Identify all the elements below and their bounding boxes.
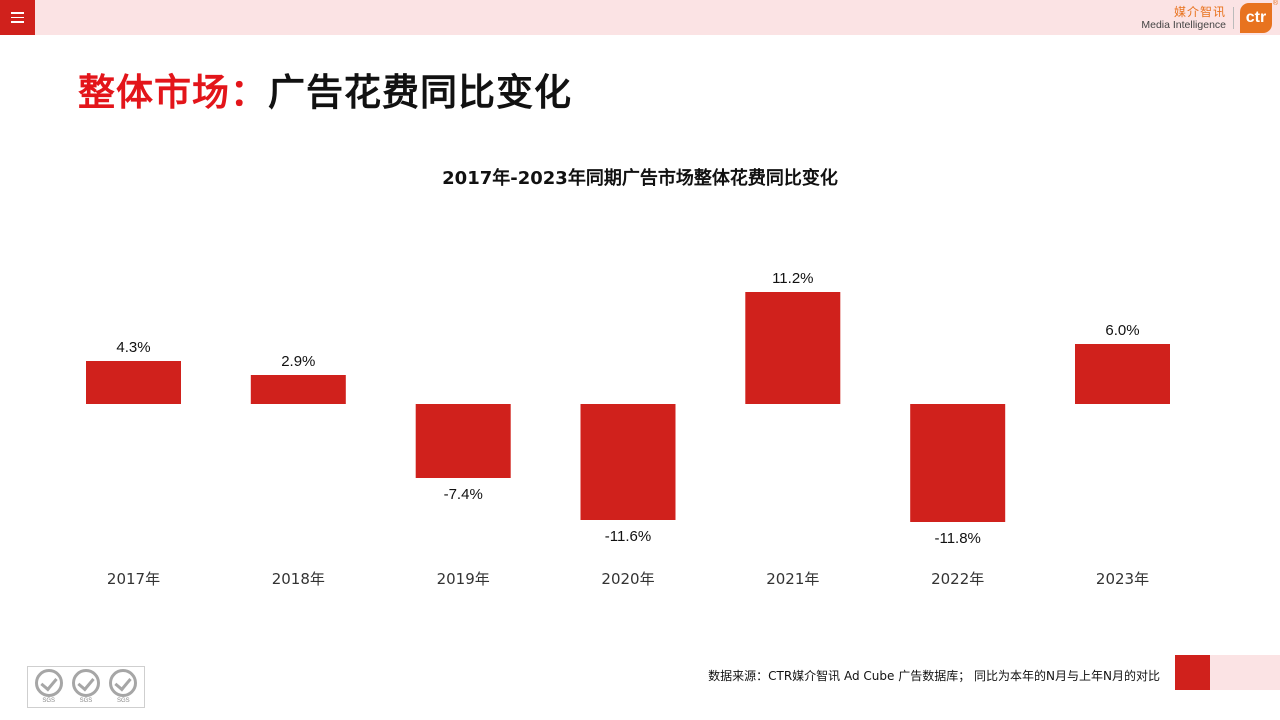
data-label-2022年: -11.8% <box>934 530 980 547</box>
chart-title: 2017年-2023年同期广告市场整体花费同比变化 <box>442 168 838 189</box>
seal-label: SGS <box>116 698 130 704</box>
bar-2021年 <box>745 292 841 404</box>
ctr-logo-icon: ctr ® <box>1240 0 1278 33</box>
data-label-2020年: -11.6% <box>605 528 651 545</box>
page-title-highlight: 整体市场： <box>78 71 268 114</box>
category-label-2017年: 2017年 <box>107 570 160 588</box>
menu-line <box>11 12 24 14</box>
category-label-2020年: 2020年 <box>601 570 654 588</box>
seal-label: SGS <box>42 698 55 704</box>
category-label-2019年: 2019年 <box>437 570 490 588</box>
data-label-2023年: 6.0% <box>1105 322 1139 339</box>
check-seal-icon <box>34 669 63 697</box>
bar-2019年 <box>415 404 511 478</box>
page-title: 整体市场：广告花费同比变化 <box>78 62 572 116</box>
bar-2022年 <box>910 404 1006 522</box>
category-label-2021年: 2021年 <box>766 570 819 588</box>
sgs-seal-icon: SGS <box>69 669 103 705</box>
brand-divider <box>1233 7 1234 29</box>
data-source-note: 数据来源：CTR媒介智讯 Ad Cube 广告数据库； 同比为本年的N月与上年N… <box>708 669 1160 683</box>
data-label-2021年: 11.2% <box>772 270 813 287</box>
category-label-2022年: 2022年 <box>931 570 984 588</box>
bar-2018年 <box>250 375 346 404</box>
brand-text: 媒介智讯 Media Intelligence <box>1141 6 1226 31</box>
brand-logo-group: 媒介智讯 Media Intelligence ctr ® <box>1141 0 1278 33</box>
sgs-seal-icon: SGS <box>106 669 140 705</box>
ctr-logo-text: ctr <box>1245 9 1267 26</box>
brand-name-cn: 媒介智讯 <box>1173 4 1226 19</box>
bar-2020年 <box>580 404 676 520</box>
data-label-2019年: -7.4% <box>444 486 483 503</box>
certification-badges: SGS SGS SGS <box>27 666 145 708</box>
bar-chart: 4.3% 2017年 2.9% 2018年 -7.4% 2019年 -11.6% 2020年 1… <box>86 270 1170 588</box>
data-label-2017年: 4.3% <box>116 339 150 356</box>
check-seal-icon <box>109 669 138 697</box>
data-label-2018年: 2.9% <box>281 353 315 370</box>
check-seal-icon <box>71 669 100 697</box>
footer-pink-block <box>1210 655 1280 690</box>
registered-mark: ® <box>1272 0 1278 7</box>
brand-name-en: Media Intelligence <box>1141 18 1226 31</box>
menu-line <box>11 21 24 23</box>
category-label-2023年: 2023年 <box>1096 570 1149 588</box>
hamburger-menu-icon[interactable] <box>0 0 35 35</box>
bar-2017年 <box>86 361 181 404</box>
bar-2023年 <box>1075 344 1170 404</box>
category-label-2018年: 2018年 <box>272 570 325 588</box>
footer-red-block <box>1175 655 1210 690</box>
top-bar <box>0 0 1280 35</box>
page-title-main: 广告花费同比变化 <box>268 71 572 114</box>
seal-label: SGS <box>79 698 93 704</box>
menu-line <box>11 16 24 19</box>
sgs-seal-icon: SGS <box>32 669 66 705</box>
